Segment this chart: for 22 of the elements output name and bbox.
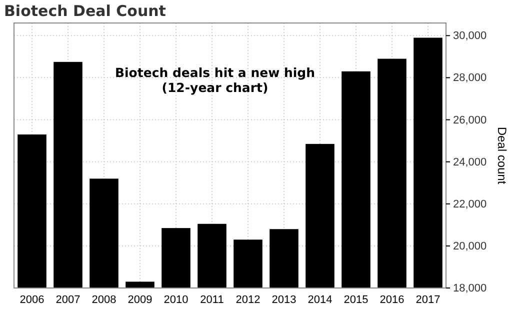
chart-title: Biotech Deal Count <box>4 2 166 20</box>
x-tick-label: 2011 <box>200 294 224 306</box>
x-tick-label: 2008 <box>92 294 116 306</box>
x-tick-label: 2009 <box>128 294 152 306</box>
y-tick-label: 26,000 <box>453 114 487 126</box>
y-tick-label: 22,000 <box>453 198 487 210</box>
annotation: Biotech deals hit a new high (12-year chart) <box>114 65 316 95</box>
y-tick-label: 30,000 <box>453 30 487 42</box>
y-tick-label: 24,000 <box>453 156 487 168</box>
x-tick-label: 2006 <box>20 294 44 306</box>
x-tick-label: 2012 <box>236 294 260 306</box>
x-tick-label: 2013 <box>272 294 296 306</box>
x-tick-label: 2015 <box>344 294 368 306</box>
y-tick-label: 28,000 <box>453 72 487 84</box>
y-axis-title: Deal count <box>495 126 509 185</box>
x-tick-label: 2010 <box>164 294 188 306</box>
x-tick-label: 2007 <box>56 294 80 306</box>
x-tick-label: 2017 <box>416 294 440 306</box>
x-tick-label: 2014 <box>308 294 332 306</box>
y-tick-label: 18,000 <box>453 282 487 295</box>
y-tick-label: 20,000 <box>453 240 487 252</box>
x-tick-label: 2016 <box>380 294 404 306</box>
